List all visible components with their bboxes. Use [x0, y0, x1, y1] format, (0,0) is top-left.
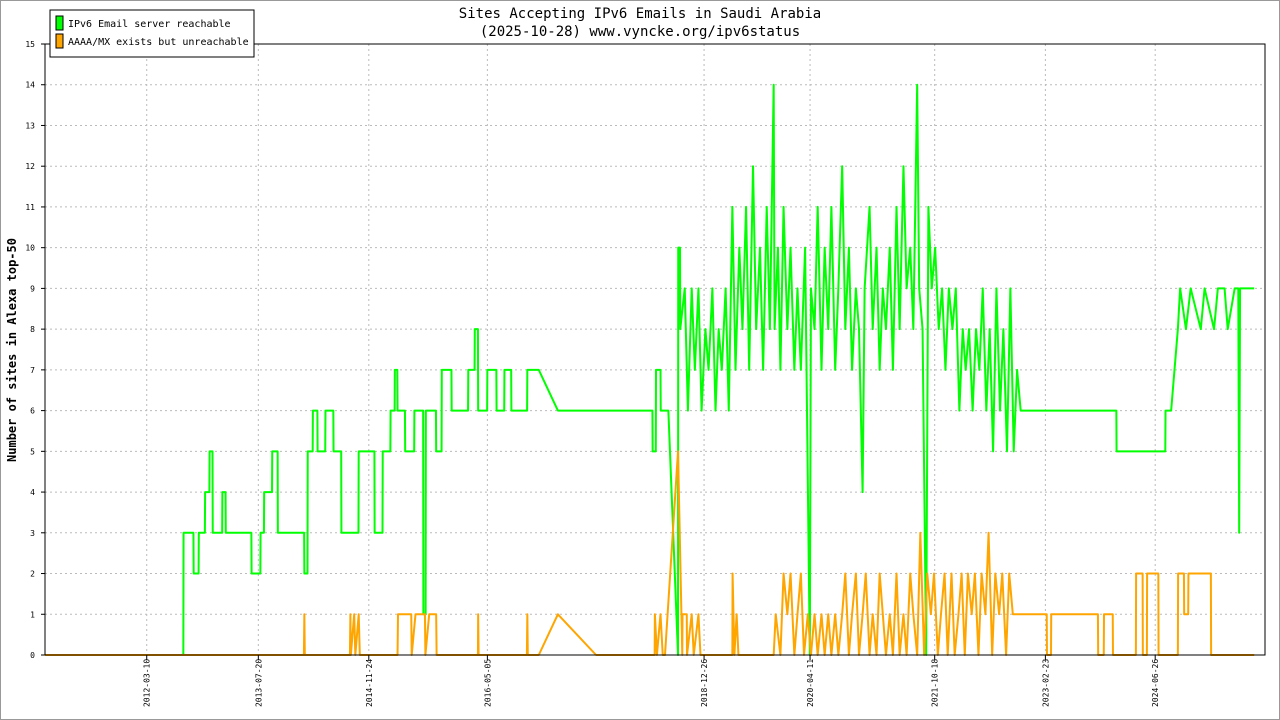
y-tick-label: 5: [30, 447, 35, 456]
x-tick-label: 2023-02-23: [1041, 659, 1050, 707]
y-tick-label: 13: [25, 121, 35, 130]
y-tick-label: 6: [30, 407, 35, 416]
plot-frame: [44, 43, 1266, 656]
legend-label: AAAA/MX exists but unreachable: [68, 37, 249, 48]
y-axis-label: Number of sites in Alexa top-50: [5, 238, 19, 462]
y-tick-label: 7: [30, 366, 35, 375]
y-tick-label: 0: [30, 651, 35, 660]
x-tick-label: 2012-03-10: [143, 659, 152, 707]
y-tick-label: 1: [30, 610, 35, 619]
y-tick-label: 12: [25, 162, 35, 171]
legend-swatch: [55, 33, 64, 49]
legend: IPv6 Email server reachable AAAA/MX exist…: [49, 9, 255, 58]
x-tick-label: 2021-10-18: [931, 659, 940, 707]
series-line: [45, 83, 1255, 656]
y-tick-label: 3: [30, 529, 35, 538]
x-tick-label: 2013-07-20: [254, 659, 263, 707]
y-tick-label: 11: [25, 203, 35, 212]
y-tick-label: 4: [30, 488, 35, 497]
x-tick-label: 2024-06-26: [1151, 659, 1160, 707]
y-tick-label: 9: [30, 284, 35, 293]
chart-title: Sites Accepting IPv6 Emails in Saudi Ara…: [459, 6, 821, 22]
chart-subtitle: (2025-10-28) www.vyncke.org/ipv6status: [480, 24, 800, 40]
legend-swatch: [55, 15, 64, 31]
legend-box: [49, 9, 255, 58]
y-tick-label: 15: [25, 40, 35, 49]
legend-label: IPv6 Email server reachable: [68, 19, 231, 30]
y-tick-label: 14: [25, 81, 35, 90]
x-tick-label: 2014-11-24: [365, 659, 374, 707]
x-tick-label: 2016-05-05: [483, 659, 492, 707]
y-tick-label: 10: [25, 244, 35, 253]
y-tick-label: 8: [30, 325, 35, 334]
x-tick-label: 2018-12-26: [700, 659, 709, 707]
y-tick-label: 2: [30, 570, 35, 579]
x-tick-label: 2020-04-11: [806, 659, 815, 707]
